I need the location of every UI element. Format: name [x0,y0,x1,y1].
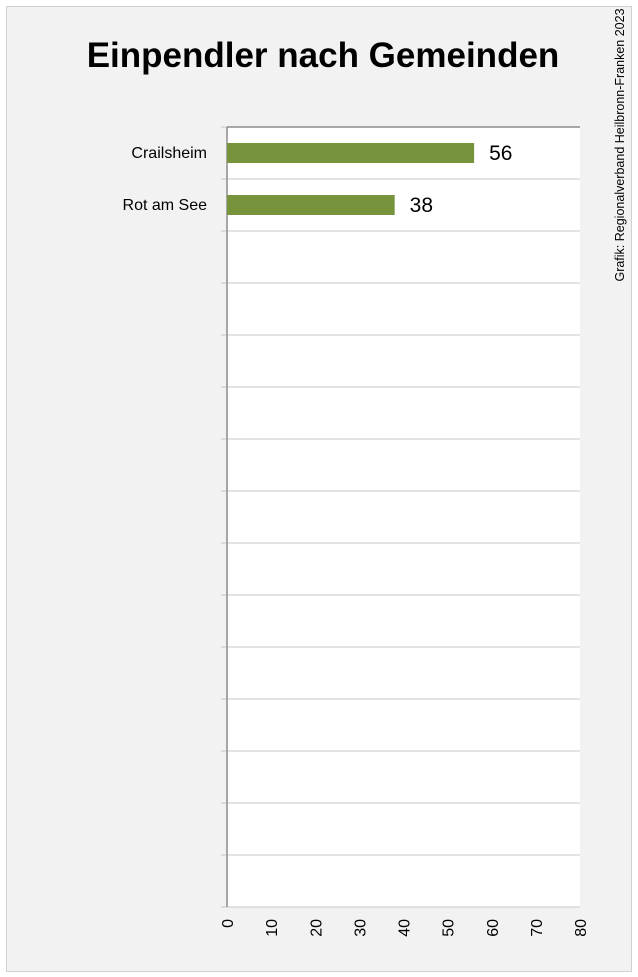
data-label: 38 [410,194,433,217]
x-tick-label: 40 [397,919,414,937]
bar [227,143,475,163]
category-label: Rot am See [123,197,208,214]
data-label: 56 [489,142,512,165]
category-labels: Crailsheim Rot am See [123,145,208,214]
chart-svg: Einpendler nach Gemeinden Crailsheim Rot … [87,8,627,937]
axis [226,126,580,907]
source-credit: Grafik: Regionalverband Heilbronn-Franke… [613,8,627,281]
bars [227,143,475,215]
x-tick-label: 80 [573,919,590,937]
bar [227,195,395,215]
x-tick-labels: 0 10 20 30 40 50 60 70 80 [220,919,590,937]
x-tick-label: 70 [529,919,546,937]
x-tick-label: 20 [308,919,325,937]
category-label: Crailsheim [131,145,207,162]
chart-figure: Einpendler nach Gemeinden Crailsheim Rot … [6,6,632,972]
chart-title: Einpendler nach Gemeinden [87,36,560,75]
x-tick-label: 10 [264,919,281,937]
data-labels: 56 38 [410,142,513,217]
plot-area [227,127,580,907]
x-tick-label: 30 [352,919,369,937]
x-tick-label: 0 [220,919,237,928]
gridlines [221,126,580,908]
x-tick-label: 50 [441,919,458,937]
x-tick-label: 60 [485,919,502,937]
